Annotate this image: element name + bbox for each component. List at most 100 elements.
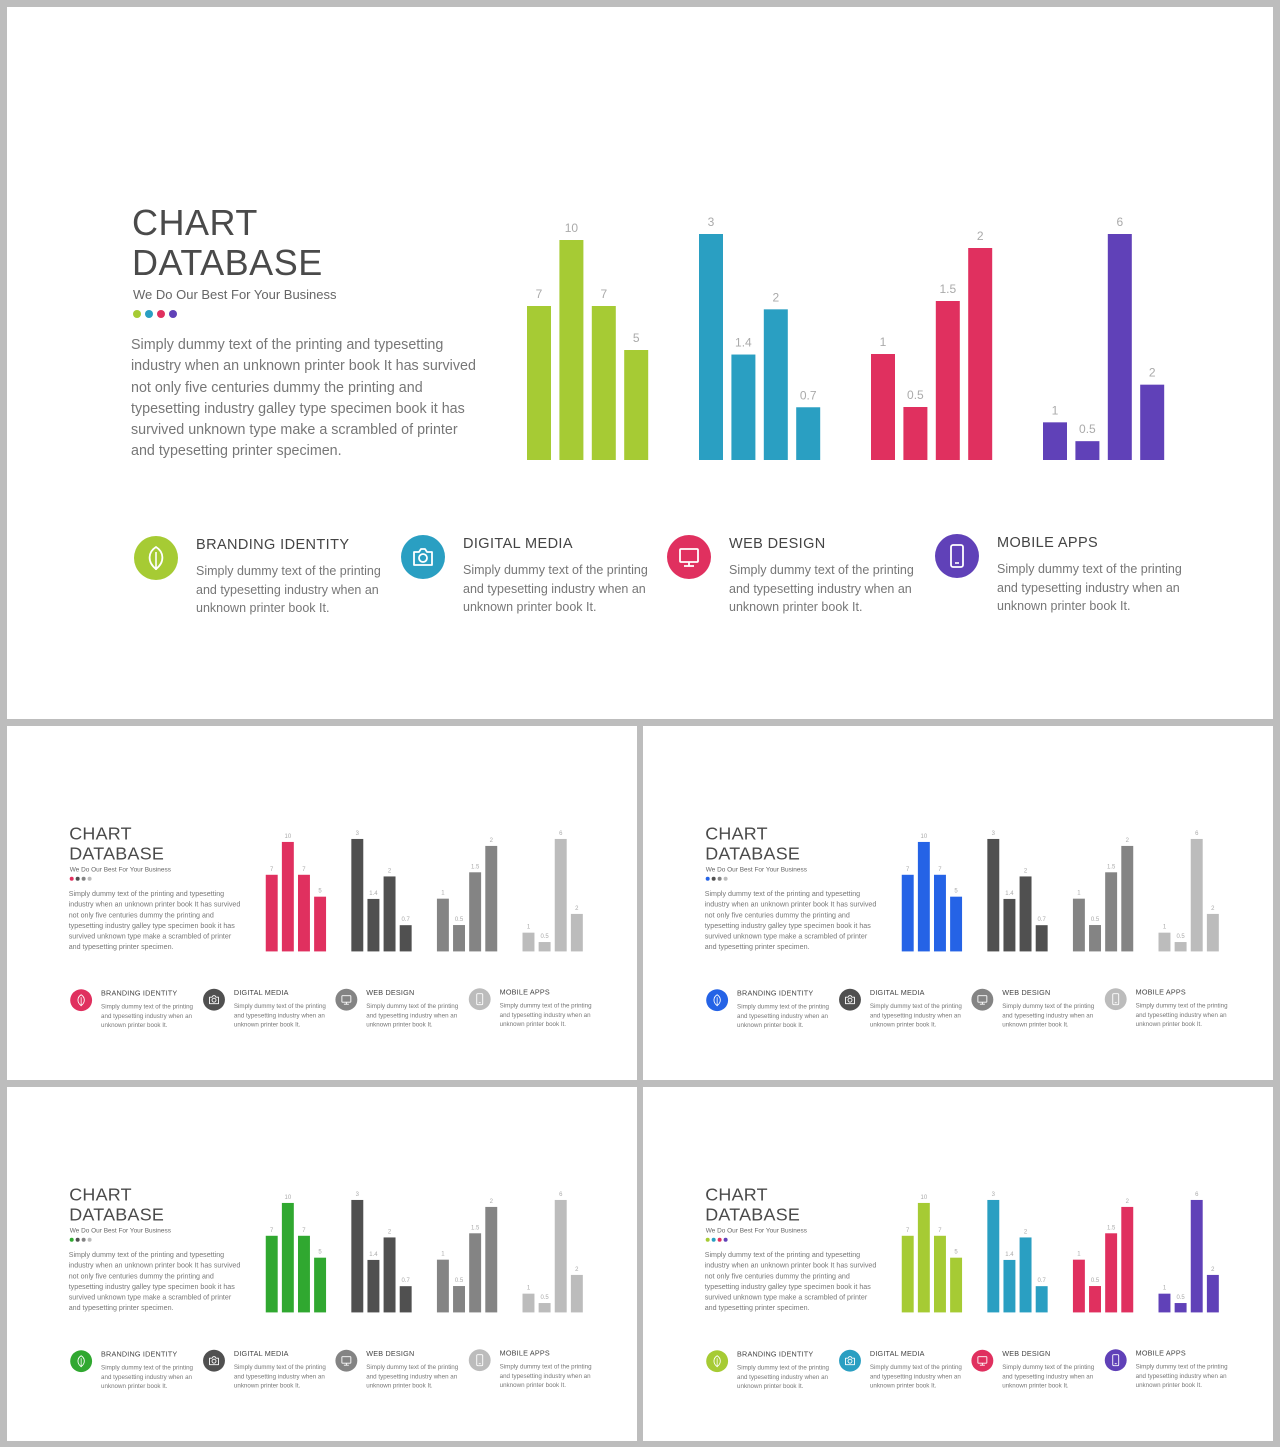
camera-icon	[845, 995, 855, 1005]
bar	[1105, 872, 1118, 952]
bar	[1190, 1199, 1203, 1313]
bar	[624, 350, 649, 460]
bar-value-label: 1	[1077, 1252, 1081, 1258]
feature-text: Simply dummy text of the printing and ty…	[366, 1002, 459, 1029]
bar-group: 1 0.5 1.5 2	[436, 1199, 498, 1313]
bar-value-label: 3	[992, 1192, 996, 1198]
bar	[968, 248, 993, 460]
bar	[554, 1199, 567, 1313]
feature-icon-circle	[203, 1349, 225, 1372]
color-dot	[69, 1237, 74, 1242]
feature-title: DIGITAL MEDIA	[463, 536, 573, 552]
bar-value-label: 1	[1163, 925, 1167, 931]
feature-title: BRANDING IDENTITY	[101, 989, 178, 998]
bar-value-label: 7	[938, 1228, 942, 1234]
feature-text: Simply dummy text of the printing and ty…	[1135, 1002, 1228, 1028]
color-dot	[87, 876, 92, 881]
slide-description: Simply dummy text of the printing and ty…	[68, 1251, 241, 1313]
monitor-icon	[341, 995, 352, 1005]
bar-group: 1 0.5 6 2	[522, 831, 583, 952]
bar-value-label: 7	[536, 287, 543, 301]
bar	[901, 874, 914, 952]
bar-value-label: 6	[559, 1192, 563, 1198]
color-dot	[133, 310, 141, 318]
smartphone-icon	[950, 544, 964, 568]
bar	[485, 1206, 498, 1313]
monitor-icon	[977, 995, 988, 1005]
bar	[297, 1235, 310, 1313]
bar-value-label: 3	[708, 215, 715, 229]
bar	[1158, 1293, 1171, 1313]
bar	[933, 1235, 946, 1313]
bar-value-label: 0.5	[540, 934, 549, 940]
bar-group: 7 10 7 5	[527, 221, 649, 460]
bar-group: 7 10 7 5	[265, 1195, 327, 1313]
thumbnail-slide-blue[interactable]: CHART DATABASE We Do Our Best For Your B…	[643, 726, 1273, 1080]
bar-value-label: 7	[302, 1228, 306, 1234]
bar-value-label: 2	[1126, 1199, 1130, 1205]
bar-value-label: 0.5	[1176, 934, 1185, 940]
bar	[950, 1257, 963, 1313]
feature-title: WEB DESIGN	[366, 1350, 415, 1359]
feature-title: BRANDING IDENTITY	[101, 1350, 178, 1359]
title-line-1: CHART	[69, 1184, 132, 1205]
bar	[399, 1286, 412, 1313]
bar-value-label: 10	[285, 1195, 292, 1201]
bar	[917, 841, 930, 952]
feature-icon-circle	[335, 988, 358, 1011]
bar	[1035, 925, 1048, 952]
slide-content: CHART DATABASE We Do Our Best For Your B…	[643, 1087, 1273, 1441]
color-dot	[705, 876, 710, 881]
color-dot	[711, 1237, 716, 1242]
bar	[917, 1202, 930, 1313]
bar	[901, 1235, 914, 1313]
bar	[1072, 898, 1085, 952]
slide-title: CHART DATABASE	[705, 1184, 800, 1225]
bar-value-label: 7	[270, 867, 274, 873]
bar-group: 1 0.5 1.5 2	[871, 229, 993, 460]
title-line-1: CHART	[705, 823, 768, 844]
bar-value-label: 2	[1149, 366, 1156, 380]
bar-value-label: 1	[1077, 891, 1081, 897]
bar-group: 3 1.4 2 0.7	[699, 215, 821, 460]
thumbnail-slide-green[interactable]: CHART DATABASE We Do Our Best For Your B…	[7, 1087, 637, 1441]
bar	[1190, 838, 1203, 952]
bar-value-label: 6	[559, 831, 563, 837]
bar	[1089, 925, 1101, 952]
camera-icon	[209, 995, 219, 1005]
slide-title: CHART DATABASE	[69, 1184, 165, 1225]
monitor-icon	[977, 1356, 988, 1366]
bar	[436, 898, 449, 952]
leaf-icon	[713, 1355, 721, 1368]
feature-text: Simply dummy text of the printing and ty…	[1002, 1002, 1095, 1029]
bar-value-label: 0.5	[1079, 422, 1096, 436]
color-dots	[705, 1237, 728, 1242]
bar-value-label: 7	[906, 867, 910, 873]
bar-value-label: 0.5	[1091, 1278, 1100, 1284]
feature-icon-circle	[401, 535, 445, 579]
bar-value-label: 1.5	[471, 1225, 480, 1231]
bar	[554, 838, 567, 952]
bar-value-label: 7	[270, 1228, 274, 1234]
bar-value-label: 1	[1052, 403, 1059, 417]
title-line-2: DATABASE	[705, 842, 801, 864]
thumbnail-slide-multicolor[interactable]: CHART DATABASE We Do Our Best For Your B…	[643, 1087, 1273, 1441]
main-slide: CHART DATABASE We Do Our Best For Your B…	[7, 7, 1273, 719]
bar-group: 1 0.5 1.5 2	[436, 838, 498, 952]
feature-icon-circle	[706, 1350, 729, 1373]
feature-icon-circle	[134, 536, 178, 580]
bar-value-label: 2	[1024, 1229, 1028, 1235]
color-dot	[75, 876, 80, 881]
bar	[1140, 384, 1165, 460]
thumbnail-slide-pink[interactable]: CHART DATABASE We Do Our Best For Your B…	[7, 726, 637, 1080]
leaf-icon	[77, 1355, 85, 1368]
smartphone-icon	[476, 1354, 484, 1367]
feature-title: DIGITAL MEDIA	[233, 1350, 289, 1359]
bar	[570, 1274, 583, 1313]
feature-icon-circle	[971, 1349, 994, 1372]
bar-group: 7 10 7 5	[901, 834, 963, 952]
title-line-2: DATABASE	[69, 1203, 165, 1225]
bar-value-label: 7	[906, 1228, 910, 1234]
bar-value-label: 1.4	[369, 1252, 378, 1258]
feature-title: DIGITAL MEDIA	[233, 989, 289, 998]
